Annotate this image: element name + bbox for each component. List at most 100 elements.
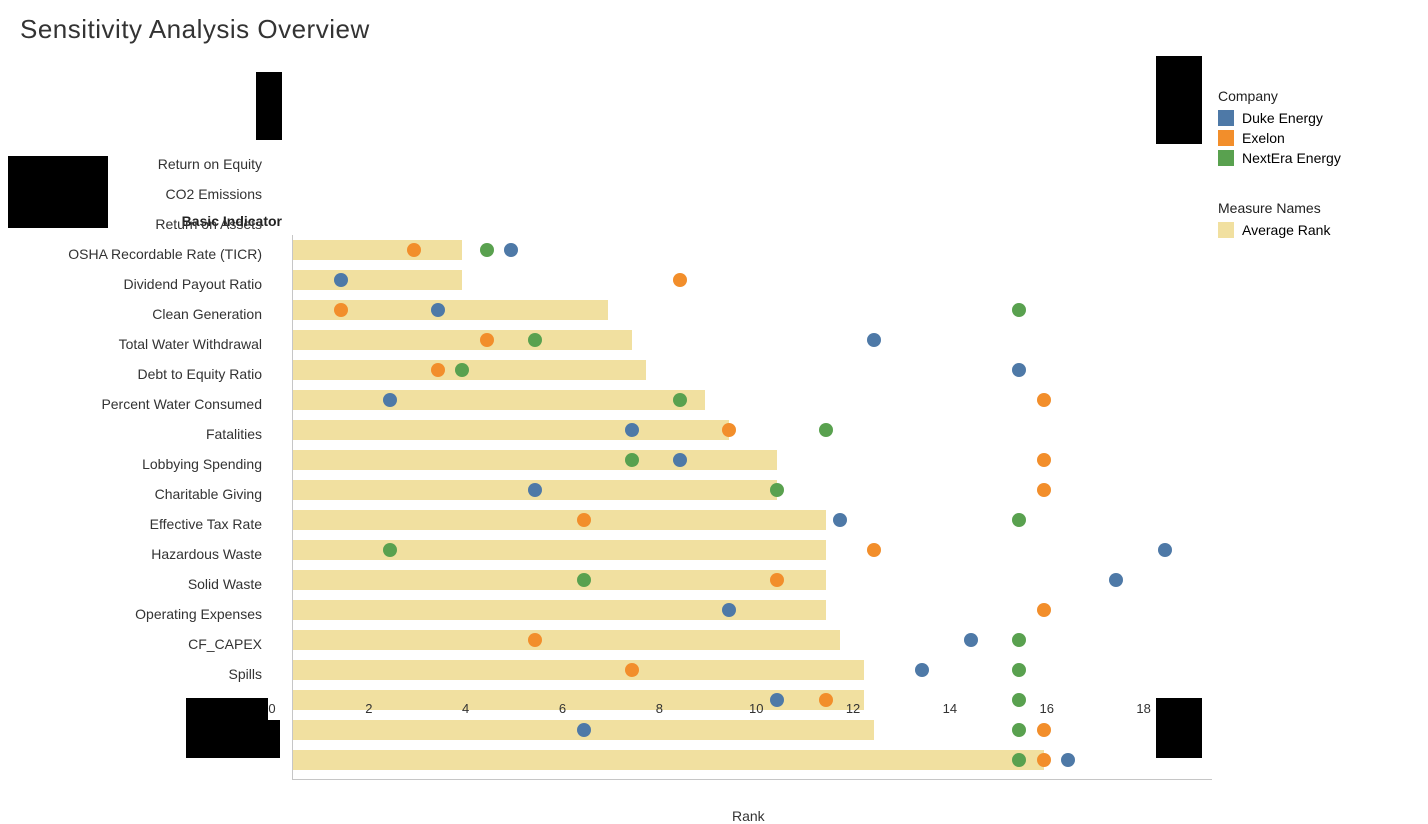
nextera-dot (480, 243, 494, 257)
x-tick-label: 18 (1136, 701, 1150, 716)
exelon-dot (770, 573, 784, 587)
row-label: Effective Tax Rate (0, 516, 262, 532)
exelon-dot (577, 513, 591, 527)
redaction-block (256, 72, 282, 140)
duke-dot (528, 483, 542, 497)
exelon-dot (722, 423, 736, 437)
nextera-dot (819, 423, 833, 437)
duke-dot (673, 453, 687, 467)
x-tick-label: 0 (268, 701, 275, 716)
exelon-dot (407, 243, 421, 257)
legend-label: Duke Energy (1242, 110, 1323, 126)
x-tick-label: 6 (559, 701, 566, 716)
nextera-dot (770, 483, 784, 497)
exelon-dot (1037, 723, 1051, 737)
duke-dot (915, 663, 929, 677)
legend-measure-title: Measure Names (1218, 200, 1330, 216)
avg-rank-bar (293, 360, 646, 380)
plot-region (292, 235, 1212, 780)
duke-dot (770, 693, 784, 707)
avg-rank-bar (293, 510, 826, 530)
legend-item[interactable]: NextEra Energy (1218, 150, 1341, 166)
legend-label: NextEra Energy (1242, 150, 1341, 166)
row-label: Hazardous Waste (0, 546, 262, 562)
duke-dot (1012, 363, 1026, 377)
redaction-block (186, 698, 268, 758)
chart-title: Sensitivity Analysis Overview (20, 14, 1408, 45)
avg-rank-bar (293, 540, 826, 560)
legend-item[interactable]: Exelon (1218, 130, 1341, 146)
nextera-dot (1012, 693, 1026, 707)
exelon-dot (334, 303, 348, 317)
exelon-dot (1037, 453, 1051, 467)
redaction-block (1156, 56, 1202, 144)
row-label: Clean Generation (0, 306, 262, 322)
x-tick-label: 16 (1040, 701, 1054, 716)
legend-label: Exelon (1242, 130, 1285, 146)
nextera-dot (1012, 303, 1026, 317)
row-label: Lobbying Spending (0, 456, 262, 472)
row-label: CF_CAPEX (0, 636, 262, 652)
nextera-dot (1012, 663, 1026, 677)
row-label: Debt to Equity Ratio (0, 366, 262, 382)
duke-dot (833, 513, 847, 527)
row-label: Charitable Giving (0, 486, 262, 502)
nextera-dot (625, 453, 639, 467)
avg-rank-bar (293, 330, 632, 350)
x-tick-label: 2 (365, 701, 372, 716)
row-label: Operating Expenses (0, 606, 262, 622)
duke-dot (504, 243, 518, 257)
x-axis-title: Rank (732, 808, 765, 824)
avg-rank-bar (293, 390, 705, 410)
legend-company-title: Company (1218, 88, 1341, 104)
duke-dot (334, 273, 348, 287)
x-tick-label: 14 (943, 701, 957, 716)
legend-swatch (1218, 222, 1234, 238)
x-tick-label: 8 (656, 701, 663, 716)
redaction-block (1156, 698, 1202, 758)
legend-item[interactable]: Duke Energy (1218, 110, 1341, 126)
duke-dot (625, 423, 639, 437)
duke-dot (964, 633, 978, 647)
x-tick-label: 10 (749, 701, 763, 716)
exelon-dot (1037, 393, 1051, 407)
legend-item[interactable]: Average Rank (1218, 222, 1330, 238)
duke-dot (383, 393, 397, 407)
duke-dot (1109, 573, 1123, 587)
redaction-block (8, 156, 108, 228)
avg-rank-bar (293, 270, 462, 290)
nextera-dot (577, 573, 591, 587)
exelon-dot (528, 633, 542, 647)
duke-dot (1061, 753, 1075, 767)
avg-rank-bar (293, 420, 729, 440)
exelon-dot (673, 273, 687, 287)
exelon-dot (431, 363, 445, 377)
avg-rank-bar (293, 660, 864, 680)
avg-rank-bar (293, 750, 1044, 770)
exelon-dot (867, 543, 881, 557)
exelon-dot (480, 333, 494, 347)
duke-dot (1158, 543, 1172, 557)
legend-swatch (1218, 130, 1234, 146)
legend-label: Average Rank (1242, 222, 1330, 238)
avg-rank-bar (293, 240, 462, 260)
row-label: Solid Waste (0, 576, 262, 592)
exelon-dot (1037, 603, 1051, 617)
exelon-dot (625, 663, 639, 677)
avg-rank-bar (293, 570, 826, 590)
row-label: Spills (0, 666, 262, 682)
legend-swatch (1218, 150, 1234, 166)
avg-rank-bar (293, 450, 777, 470)
nextera-dot (1012, 753, 1026, 767)
nextera-dot (1012, 633, 1026, 647)
legend-swatch (1218, 110, 1234, 126)
exelon-dot (1037, 753, 1051, 767)
nextera-dot (1012, 723, 1026, 737)
row-label: Dividend Payout Ratio (0, 276, 262, 292)
duke-dot (431, 303, 445, 317)
duke-dot (867, 333, 881, 347)
legend-measure: Measure Names Average Rank (1218, 200, 1330, 242)
exelon-dot (1037, 483, 1051, 497)
x-tick-label: 4 (462, 701, 469, 716)
nextera-dot (528, 333, 542, 347)
